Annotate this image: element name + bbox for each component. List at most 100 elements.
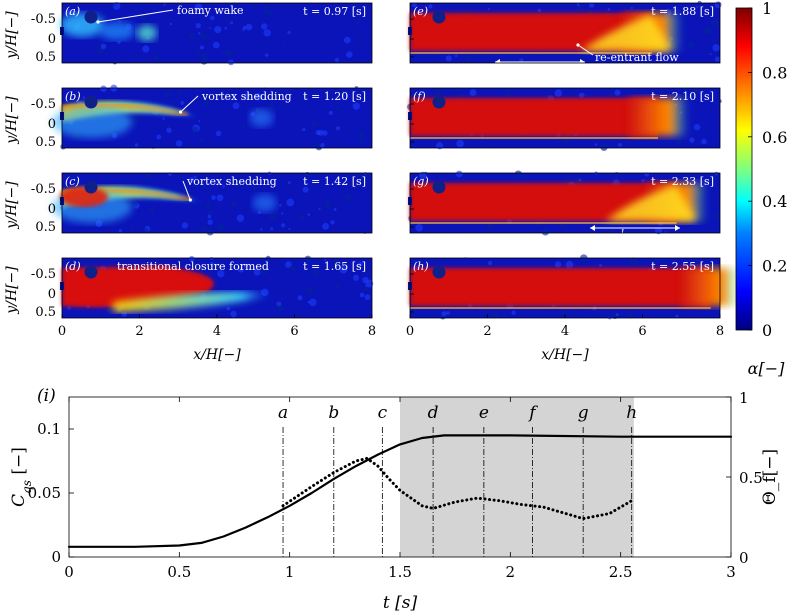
noise-dot [234,180,242,188]
noise-dot [268,212,277,221]
noise-dot [205,112,210,117]
noise-dot [254,93,262,101]
noise-dot [276,305,280,309]
noise-dot [312,268,321,277]
contour-panels: (a) t = 0.97 [s]foamy wake-0.500.5y/H[−](… [4,0,741,363]
noise-dot [362,182,366,186]
noise-dot [304,255,312,263]
noise-dot [252,185,258,191]
obstacle-marker [84,95,98,109]
noise-dot [615,313,619,316]
colorbar-label: α[−] [748,359,785,378]
noise-dot [577,5,583,12]
marker-label: g [578,403,589,423]
y-tick-label: -0.5 [31,267,56,282]
noise-dot [230,21,234,25]
noise-dot [599,263,603,268]
noise-dot [578,92,585,99]
noise-dot [64,101,68,105]
noise-dot [701,138,707,145]
x-axis-label: x/H[−] [541,347,589,363]
panel-frame [409,2,721,64]
noise-dot [412,2,417,8]
noise-dot [286,198,295,207]
noise-dot [335,283,340,289]
noise-dot [626,311,634,319]
noise-dot [113,3,116,7]
noise-dot [260,23,268,30]
noise-dot [687,41,695,49]
noise-dot [317,11,322,16]
y-tick-label: 0 [48,117,56,132]
x-tick-label: 1.5 [388,563,412,581]
noise-dot [694,88,701,94]
noise-dot [352,102,360,110]
y-axis-label: y/H[−] [4,266,20,315]
noise-dot [200,57,208,65]
cavity-tail [113,292,276,312]
noise-dot [188,33,195,40]
noise-dot [245,23,253,31]
panel-label: (h) [413,260,429,273]
noise-dot [175,140,183,147]
noise-dot [153,54,160,61]
cavity-region [62,266,276,312]
cavity-region [52,186,277,223]
noise-dot [333,264,337,268]
noise-dot [169,22,173,26]
noise-dot [561,311,568,317]
noise-dot [191,126,199,134]
noise-dot [217,270,225,278]
noise-dot [364,294,371,300]
noise-dot [455,170,463,178]
noise-dot [657,8,662,13]
noise-dot [167,124,171,128]
x-axis-label: x/H[−] [193,347,241,363]
annotation-arrowhead [96,20,100,24]
noise-dot [189,203,193,208]
noise-dot [185,14,190,19]
noise-dot [244,264,248,268]
noise-dot [607,8,611,11]
noise-dot [336,126,341,131]
noise-dot [307,301,310,304]
noise-dot [705,222,709,226]
noise-dot [629,257,638,266]
y-tick-label: -0.5 [31,97,56,112]
noise-dot [713,212,720,219]
cavity-closure [628,98,688,136]
noise-dot [162,117,165,120]
noise-dot [232,102,240,110]
noise-dot [267,102,275,110]
noise-dot [357,261,363,267]
x-tick-label: 4 [561,324,569,339]
noise-dot [302,127,306,132]
noise-dot [281,223,286,228]
noise-dot [217,223,226,232]
noise-dot [151,179,155,182]
noise-dot [224,49,233,57]
noise-dot [703,28,711,36]
noise-dot [287,30,291,35]
y-tick-label: 0.1 [37,420,61,438]
noise-dot [306,287,314,295]
noise-dot [411,308,417,314]
noise-dot [281,212,284,215]
noise-dot [230,310,237,318]
noise-dot [428,4,433,9]
annotation-arrowhead [188,198,192,202]
x-tick-label: 8 [368,324,376,339]
noise-dot [177,90,183,96]
noise-dot [597,56,601,60]
contour-panel-b: (b) t = 1.20 [s] vortex shedding -0.5 0 0.5 y/… [4,84,373,151]
noise-dot [159,311,163,315]
noise-dot [703,264,707,268]
noise-dot [203,94,208,100]
colorbar: 0 0.2 0.4 0.6 0.8 1 α[−] [735,0,787,378]
noise-dot [143,59,146,62]
panel-time: t = 2.33 [s] [651,175,714,188]
panel-time: t = 0.97 [s] [303,5,366,18]
noise-dot [206,228,214,236]
marker-label: e [479,403,489,423]
noise-dot [317,129,324,136]
